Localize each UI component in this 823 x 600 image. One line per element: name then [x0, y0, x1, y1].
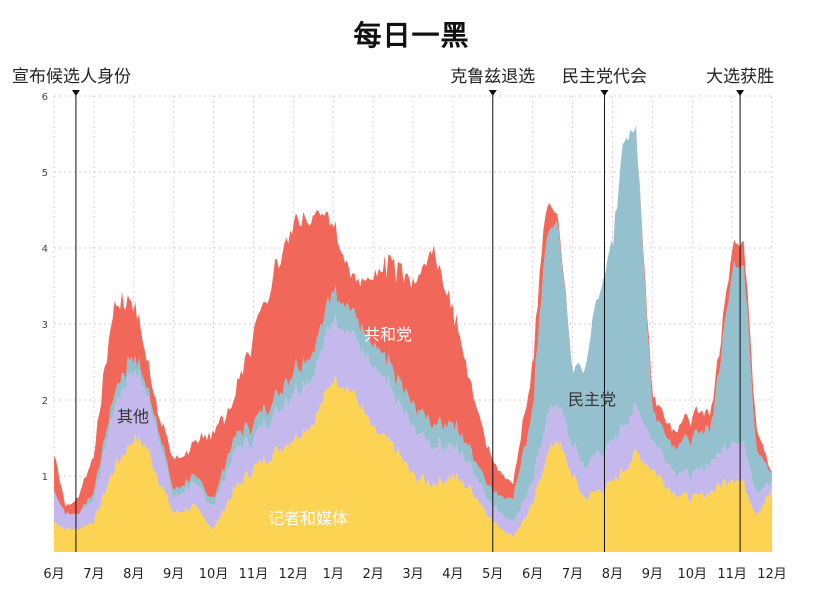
y-tick-label: 4	[42, 244, 48, 255]
series-label: 记者和媒体	[268, 509, 348, 528]
x-tick-label: 7月	[83, 567, 104, 582]
x-tick-label: 9月	[163, 567, 184, 582]
y-tick-label: 3	[42, 320, 48, 331]
area-series-0	[54, 373, 772, 552]
area-series-3	[54, 125, 772, 516]
chart-title: 每日一黑	[353, 19, 470, 52]
y-axis-ticks: 1 2 3 4 5 6	[42, 92, 48, 483]
x-tick-label: 6月	[522, 567, 543, 582]
area-series-2	[54, 125, 772, 523]
x-tick-label: 10月	[199, 567, 229, 582]
x-tick-label: 9月	[642, 567, 663, 582]
area-series-1	[54, 314, 772, 538]
x-tick-label: 11月	[717, 567, 747, 582]
event-annotation: 民主党代会	[562, 67, 647, 87]
x-tick-label: 2月	[362, 567, 383, 582]
x-tick-label: 8月	[602, 567, 623, 582]
y-tick-label: 6	[42, 92, 48, 103]
event-annotation: 宣布候选人身份	[12, 67, 131, 87]
event-marker-arrow	[488, 90, 497, 96]
y-tick-label: 1	[42, 472, 48, 483]
x-tick-label: 8月	[123, 567, 144, 582]
x-axis-ticks: 6月 7月 8月 9月 10月 11月 12月 1月 2月 3月 4月 5月 6月 7月 8月 9月 10月 11…	[43, 567, 786, 582]
event-marker-arrow	[71, 90, 80, 96]
x-tick-label: 7月	[562, 567, 583, 582]
x-tick-label: 10月	[677, 567, 707, 582]
y-tick-label: 2	[42, 396, 48, 407]
series-label: 民主党	[568, 390, 616, 409]
area-series-group	[54, 125, 772, 552]
x-tick-label: 12月	[279, 567, 309, 582]
x-tick-label: 1月	[323, 567, 344, 582]
event-annotation: 克鲁兹退选	[450, 67, 535, 87]
event-markers: 宣布候选人身份 克鲁兹退选 民主党代会 大选获胜	[12, 67, 774, 552]
event-annotation: 大选获胜	[706, 67, 774, 87]
x-tick-label: 4月	[442, 567, 463, 582]
event-marker-arrow	[600, 90, 609, 96]
event-marker-arrow	[736, 90, 745, 96]
series-label: 其他	[117, 407, 149, 426]
x-tick-label: 3月	[402, 567, 423, 582]
x-tick-label: 6月	[43, 567, 64, 582]
x-tick-label: 12月	[757, 567, 787, 582]
series-labels: 记者和媒体 其他 民主党 共和党	[117, 325, 616, 528]
series-label: 共和党	[364, 325, 412, 344]
x-tick-label: 11月	[239, 567, 269, 582]
y-tick-label: 5	[42, 168, 48, 179]
x-tick-label: 5月	[482, 567, 503, 582]
